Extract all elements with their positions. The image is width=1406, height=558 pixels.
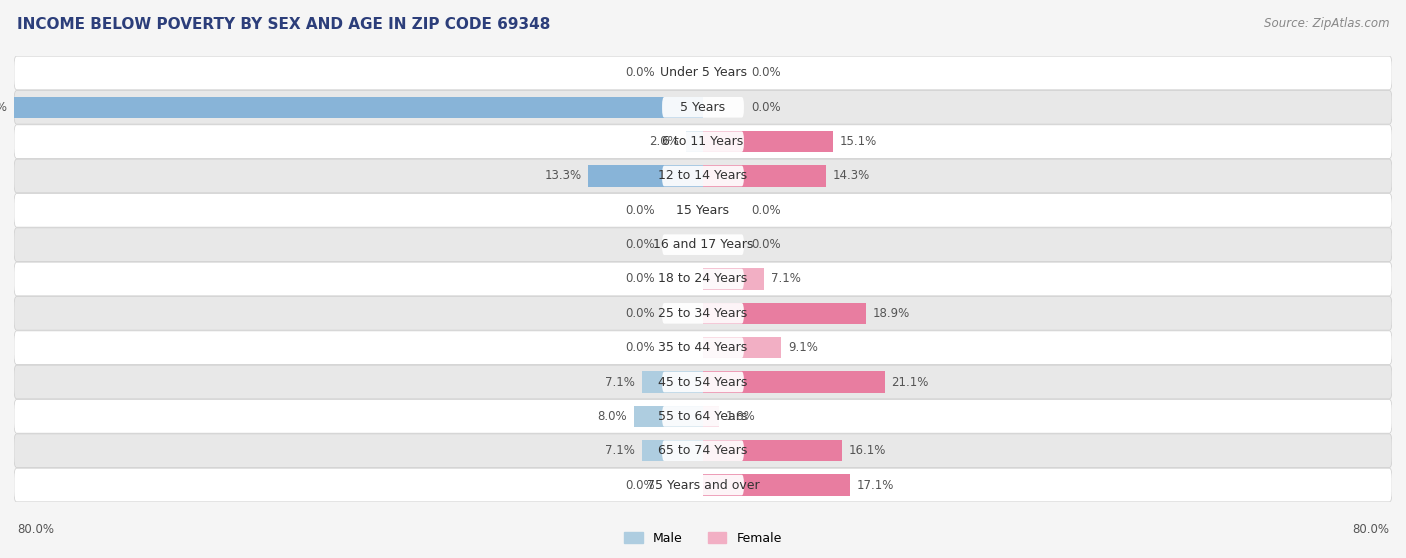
Text: 0.0%: 0.0% (626, 66, 655, 79)
FancyBboxPatch shape (14, 365, 1392, 399)
Bar (589, 165, 703, 186)
Text: 0.0%: 0.0% (626, 341, 655, 354)
FancyBboxPatch shape (14, 125, 1392, 158)
Text: 21.1%: 21.1% (891, 376, 929, 388)
Bar (703, 165, 827, 186)
Text: 0.0%: 0.0% (751, 238, 780, 251)
Text: 0.0%: 0.0% (626, 204, 655, 217)
Bar (703, 474, 851, 496)
FancyBboxPatch shape (14, 400, 1392, 433)
Text: 0.0%: 0.0% (751, 101, 780, 114)
FancyBboxPatch shape (14, 468, 1392, 502)
Text: 16 and 17 Years: 16 and 17 Years (652, 238, 754, 251)
Bar (703, 440, 842, 461)
Text: 14.3%: 14.3% (832, 170, 870, 182)
Text: 2.0%: 2.0% (650, 135, 679, 148)
Bar (686, 131, 703, 152)
FancyBboxPatch shape (14, 194, 1392, 227)
FancyBboxPatch shape (662, 269, 744, 289)
Text: 18.9%: 18.9% (873, 307, 910, 320)
Text: 17.1%: 17.1% (858, 479, 894, 492)
Bar (703, 268, 763, 290)
Text: 7.1%: 7.1% (605, 444, 636, 457)
FancyBboxPatch shape (662, 234, 744, 255)
Text: 80.0%: 80.0% (1353, 523, 1389, 536)
FancyBboxPatch shape (14, 262, 1392, 296)
Text: 75 Years and over: 75 Years and over (647, 479, 759, 492)
Text: 0.0%: 0.0% (626, 272, 655, 286)
Text: 13.3%: 13.3% (544, 170, 582, 182)
Bar (703, 406, 718, 427)
Text: 5 Years: 5 Years (681, 101, 725, 114)
FancyBboxPatch shape (662, 406, 744, 427)
Text: 35 to 44 Years: 35 to 44 Years (658, 341, 748, 354)
Text: 15.1%: 15.1% (839, 135, 877, 148)
Bar (14, 97, 703, 118)
FancyBboxPatch shape (662, 166, 744, 186)
Text: INCOME BELOW POVERTY BY SEX AND AGE IN ZIP CODE 69348: INCOME BELOW POVERTY BY SEX AND AGE IN Z… (17, 17, 550, 32)
FancyBboxPatch shape (662, 303, 744, 324)
Bar (703, 302, 866, 324)
Text: 15 Years: 15 Years (676, 204, 730, 217)
FancyBboxPatch shape (662, 97, 744, 118)
Bar (634, 406, 703, 427)
Text: Source: ZipAtlas.com: Source: ZipAtlas.com (1264, 17, 1389, 30)
FancyBboxPatch shape (14, 331, 1392, 364)
FancyBboxPatch shape (662, 131, 744, 152)
Bar (643, 440, 703, 461)
Text: 12 to 14 Years: 12 to 14 Years (658, 170, 748, 182)
Bar (643, 372, 703, 393)
FancyBboxPatch shape (14, 56, 1392, 90)
Text: 6 to 11 Years: 6 to 11 Years (662, 135, 744, 148)
FancyBboxPatch shape (662, 372, 744, 392)
Bar (703, 337, 782, 358)
Bar (703, 131, 832, 152)
Text: 80.0%: 80.0% (17, 523, 53, 536)
Text: 7.1%: 7.1% (770, 272, 801, 286)
FancyBboxPatch shape (14, 434, 1392, 468)
Text: 7.1%: 7.1% (605, 376, 636, 388)
Text: 1.8%: 1.8% (725, 410, 755, 423)
Text: 0.0%: 0.0% (626, 479, 655, 492)
FancyBboxPatch shape (14, 90, 1392, 124)
Text: 0.0%: 0.0% (751, 66, 780, 79)
Text: 80.0%: 80.0% (0, 101, 7, 114)
FancyBboxPatch shape (14, 228, 1392, 262)
FancyBboxPatch shape (662, 200, 744, 220)
FancyBboxPatch shape (662, 440, 744, 461)
Text: 16.1%: 16.1% (849, 444, 886, 457)
FancyBboxPatch shape (14, 296, 1392, 330)
Text: 0.0%: 0.0% (626, 307, 655, 320)
Text: 45 to 54 Years: 45 to 54 Years (658, 376, 748, 388)
Text: 65 to 74 Years: 65 to 74 Years (658, 444, 748, 457)
Legend: Male, Female: Male, Female (619, 527, 787, 550)
FancyBboxPatch shape (662, 62, 744, 83)
Text: 0.0%: 0.0% (751, 204, 780, 217)
Text: 25 to 34 Years: 25 to 34 Years (658, 307, 748, 320)
Text: 9.1%: 9.1% (789, 341, 818, 354)
FancyBboxPatch shape (662, 475, 744, 496)
Text: 8.0%: 8.0% (598, 410, 627, 423)
Text: Under 5 Years: Under 5 Years (659, 66, 747, 79)
Text: 18 to 24 Years: 18 to 24 Years (658, 272, 748, 286)
Text: 0.0%: 0.0% (626, 238, 655, 251)
Text: 55 to 64 Years: 55 to 64 Years (658, 410, 748, 423)
FancyBboxPatch shape (662, 338, 744, 358)
FancyBboxPatch shape (14, 159, 1392, 193)
Bar (703, 372, 884, 393)
